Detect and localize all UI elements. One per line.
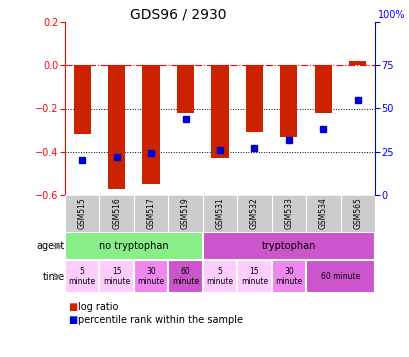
Text: GSM534: GSM534 xyxy=(318,197,327,230)
Bar xyxy=(65,260,99,293)
Bar xyxy=(306,260,374,293)
Bar xyxy=(177,65,194,113)
Text: 5
minute: 5 minute xyxy=(206,267,233,286)
Bar xyxy=(142,65,160,184)
Text: GSM519: GSM519 xyxy=(181,198,190,230)
Bar xyxy=(245,65,263,132)
Text: GSM532: GSM532 xyxy=(249,198,258,230)
Bar xyxy=(211,65,228,158)
Text: percentile rank within the sample: percentile rank within the sample xyxy=(78,315,243,325)
Bar xyxy=(134,260,168,293)
Text: 15
minute: 15 minute xyxy=(103,267,130,286)
Bar xyxy=(65,232,202,260)
Bar xyxy=(74,65,91,135)
Text: 100%: 100% xyxy=(377,10,405,20)
Text: ■: ■ xyxy=(68,315,77,325)
Text: 5
minute: 5 minute xyxy=(68,267,96,286)
Bar xyxy=(168,260,202,293)
Text: GSM516: GSM516 xyxy=(112,198,121,230)
Text: 15
minute: 15 minute xyxy=(240,267,267,286)
Text: GSM515: GSM515 xyxy=(78,198,87,230)
Text: tryptophan: tryptophan xyxy=(261,241,315,251)
Text: 60 minute: 60 minute xyxy=(320,272,359,281)
Text: 60
minute: 60 minute xyxy=(171,267,199,286)
Bar xyxy=(280,65,297,137)
Text: no tryptophan: no tryptophan xyxy=(99,241,168,251)
Text: GDS96 / 2930: GDS96 / 2930 xyxy=(130,8,226,22)
Text: GSM565: GSM565 xyxy=(353,197,362,230)
Bar xyxy=(237,260,271,293)
Text: GSM517: GSM517 xyxy=(146,198,155,230)
Text: agent: agent xyxy=(37,241,65,251)
Bar xyxy=(314,65,331,113)
Text: GSM533: GSM533 xyxy=(284,197,293,230)
Text: log ratio: log ratio xyxy=(78,302,118,312)
Text: 30
minute: 30 minute xyxy=(275,267,302,286)
Bar xyxy=(348,61,366,65)
Text: 30
minute: 30 minute xyxy=(137,267,164,286)
Bar xyxy=(99,260,134,293)
Text: ■: ■ xyxy=(68,302,77,312)
Bar xyxy=(202,232,374,260)
Bar xyxy=(202,260,237,293)
Text: time: time xyxy=(43,272,65,282)
Bar xyxy=(108,65,125,188)
Text: GSM531: GSM531 xyxy=(215,198,224,230)
Bar xyxy=(271,260,306,293)
